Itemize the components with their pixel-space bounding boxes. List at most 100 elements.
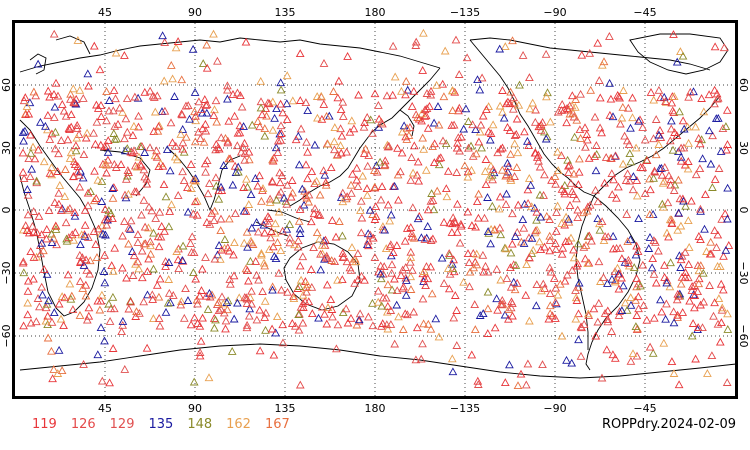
observation-marker	[570, 102, 580, 111]
observation-marker	[272, 312, 282, 321]
observation-marker	[553, 290, 563, 299]
observation-marker	[201, 167, 210, 176]
observation-marker	[120, 216, 129, 225]
observation-marker	[552, 207, 561, 216]
observation-marker	[22, 101, 32, 110]
observation-marker	[418, 294, 428, 303]
observation-marker	[668, 145, 678, 154]
observation-marker	[270, 228, 280, 237]
observation-marker	[31, 91, 41, 100]
observation-marker	[127, 247, 137, 255]
observation-marker	[510, 172, 519, 180]
observation-marker	[75, 276, 85, 285]
observation-marker	[161, 192, 171, 201]
observation-marker	[277, 285, 286, 294]
observation-marker	[72, 120, 82, 129]
observation-marker	[346, 180, 356, 189]
observation-marker	[506, 248, 516, 257]
observation-marker	[172, 247, 182, 255]
observation-marker	[618, 102, 628, 111]
observation-marker	[277, 171, 287, 179]
observation-marker	[579, 319, 589, 328]
observation-marker	[278, 108, 288, 117]
observation-marker	[142, 179, 152, 188]
observation-marker	[167, 200, 176, 209]
observation-marker	[506, 175, 516, 184]
observation-marker	[680, 247, 690, 256]
observation-marker	[154, 292, 164, 301]
observation-marker	[43, 110, 53, 119]
bottom-lon-label: −45	[633, 402, 656, 415]
observation-marker	[19, 174, 29, 183]
observation-marker	[210, 254, 220, 263]
observation-marker	[537, 286, 546, 295]
observation-marker	[60, 293, 70, 302]
observation-marker	[231, 209, 240, 218]
observation-marker	[411, 37, 421, 46]
observation-marker	[407, 229, 417, 237]
observation-marker	[251, 173, 260, 182]
observation-marker	[383, 200, 393, 209]
observation-marker	[412, 170, 422, 179]
observation-marker	[479, 267, 489, 276]
observation-marker	[663, 198, 673, 207]
observation-marker	[673, 310, 682, 319]
observation-marker	[89, 196, 99, 205]
observation-marker	[89, 41, 99, 50]
observation-marker	[595, 93, 605, 102]
observation-marker	[165, 166, 175, 175]
observation-marker	[36, 117, 45, 126]
observation-marker	[319, 58, 329, 67]
observation-marker	[333, 93, 343, 102]
observation-marker	[346, 313, 356, 322]
observation-marker	[611, 151, 620, 160]
observation-marker	[678, 116, 688, 125]
observation-marker	[617, 113, 627, 122]
observation-marker	[536, 212, 546, 221]
observation-marker	[508, 311, 517, 320]
observation-marker	[317, 240, 327, 249]
observation-marker	[149, 314, 158, 323]
observation-marker	[103, 215, 112, 224]
graticule	[15, 23, 735, 396]
observation-marker	[118, 107, 127, 116]
observation-marker	[423, 319, 433, 328]
observation-marker	[201, 126, 211, 135]
observation-marker	[26, 247, 36, 256]
observation-marker	[233, 298, 242, 307]
observation-marker	[90, 166, 99, 175]
observation-marker	[548, 311, 557, 320]
observation-marker	[440, 46, 450, 55]
observation-marker	[654, 246, 663, 255]
observation-marker	[468, 120, 477, 129]
observation-marker	[384, 141, 394, 150]
observation-marker	[252, 270, 261, 279]
observation-marker	[613, 263, 622, 272]
observation-marker	[497, 165, 507, 174]
observation-marker	[116, 160, 126, 168]
observation-marker	[49, 89, 59, 98]
observation-marker	[230, 111, 239, 120]
observation-marker	[455, 146, 464, 155]
observation-marker	[449, 217, 459, 226]
observation-marker	[189, 377, 199, 386]
observation-marker	[110, 134, 120, 143]
observation-marker	[614, 182, 623, 191]
observation-marker	[471, 125, 480, 134]
observation-marker	[545, 231, 555, 240]
left-lat-label: 60	[0, 78, 13, 92]
observation-marker	[356, 228, 366, 237]
observation-marker	[363, 161, 373, 170]
observation-marker	[564, 214, 573, 223]
observation-marker	[374, 100, 383, 109]
observation-marker	[510, 139, 520, 148]
observation-marker	[470, 325, 480, 334]
observation-marker	[92, 253, 102, 261]
observation-marker	[45, 92, 54, 101]
observation-marker	[190, 87, 200, 96]
observation-marker	[573, 213, 583, 222]
observation-marker	[646, 185, 655, 194]
observation-marker	[243, 266, 252, 275]
observation-marker	[181, 284, 190, 293]
left-lat-label: 30	[0, 141, 13, 155]
